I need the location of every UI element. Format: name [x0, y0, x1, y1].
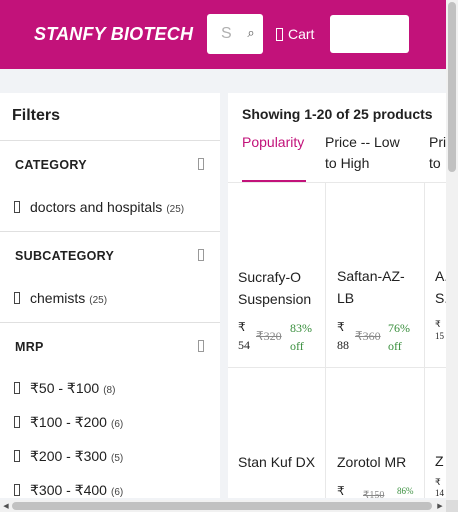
- sort-price-low-to-high[interactable]: Price -- Low to High: [325, 134, 400, 171]
- checkbox[interactable]: [14, 450, 20, 462]
- filters-panel: Filters CATEGORY doctors and hospitals (…: [0, 93, 220, 498]
- product-price: ₹: [337, 484, 345, 498]
- sort-popularity[interactable]: Popularity: [242, 134, 305, 150]
- filter-option-mrp-300-400[interactable]: ₹300 - ₹400 (6): [14, 482, 123, 498]
- product-name[interactable]: A... S...: [435, 268, 446, 306]
- product-mrp: ₹150: [363, 490, 385, 498]
- divider: [228, 182, 446, 183]
- chevron-up-icon[interactable]: [198, 158, 204, 170]
- product-price: ₹ 54: [238, 320, 250, 352]
- scroll-left-icon[interactable]: ◀: [3, 502, 9, 510]
- vertical-scrollbar-thumb[interactable]: [448, 2, 456, 172]
- filter-option-count: (25): [89, 295, 108, 306]
- filter-option-label: ₹100 - ₹200: [30, 414, 107, 430]
- filter-option-doctors-and-hospitals[interactable]: doctors and hospitals (25): [14, 199, 184, 215]
- chevron-up-icon[interactable]: [198, 249, 204, 261]
- filter-section-subcategory[interactable]: SUBCATEGORY: [15, 249, 115, 263]
- product-name[interactable]: Sucrafy-O Suspension: [238, 269, 312, 307]
- product-name[interactable]: Zorotol MR: [337, 454, 407, 470]
- divider: [424, 182, 425, 498]
- filter-option-mrp-200-300[interactable]: ₹200 - ₹300 (5): [14, 448, 123, 465]
- horizontal-scrollbar-thumb[interactable]: [12, 502, 432, 510]
- filter-section-category[interactable]: CATEGORY: [15, 158, 87, 172]
- filter-option-count: (6): [110, 487, 124, 498]
- filter-option-mrp-100-200[interactable]: ₹100 - ₹200 (6): [14, 414, 123, 431]
- filter-option-label: doctors and hospitals: [30, 199, 163, 215]
- filter-option-mrp-50-100[interactable]: ₹50 - ₹100 (8): [14, 380, 115, 397]
- divider: [0, 231, 220, 232]
- filter-option-label: ₹300 - ₹400: [30, 482, 107, 498]
- product-price: ₹ 14: [435, 477, 444, 498]
- filter-section-mrp[interactable]: MRP: [15, 340, 44, 354]
- product-name[interactable]: Saftan-AZ-LB: [337, 268, 405, 306]
- brand-logo[interactable]: STANFY BIOTECH: [34, 24, 194, 44]
- filter-option-count: (8): [103, 385, 116, 396]
- search-icon[interactable]: ⌕: [247, 26, 255, 41]
- results-count: Showing 1-20 of 25 products: [242, 106, 433, 122]
- divider: [0, 322, 220, 323]
- checkbox[interactable]: [14, 292, 20, 304]
- product-mrp: ₹320: [256, 329, 282, 343]
- product-discount: 86%: [397, 486, 414, 496]
- filter-option-label: ₹50 - ₹100: [30, 380, 100, 396]
- cart-label: Cart: [288, 26, 315, 42]
- search-input[interactable]: [207, 14, 243, 54]
- scroll-right-icon[interactable]: ▶: [437, 502, 443, 510]
- product-name[interactable]: Z: [435, 453, 444, 469]
- filter-option-chemists[interactable]: chemists (25): [14, 290, 107, 306]
- product-name[interactable]: Stan Kuf DX: [238, 454, 316, 470]
- product-price: ₹ 15: [435, 319, 444, 341]
- product-discount: 76% off: [388, 321, 410, 353]
- divider: [325, 182, 326, 498]
- search-box: ⌕: [207, 14, 263, 54]
- filter-option-label: ₹200 - ₹300: [30, 448, 107, 464]
- divider: [228, 367, 446, 368]
- cart-button[interactable]: Cart: [276, 26, 314, 42]
- checkbox[interactable]: [14, 201, 20, 213]
- filter-option-label: chemists: [30, 290, 86, 306]
- divider: [0, 140, 220, 141]
- cart-icon: [276, 27, 283, 41]
- sort-price-high-to-low[interactable]: Price -- High to: [429, 134, 446, 171]
- filter-option-count: (25): [166, 204, 185, 215]
- filter-option-count: (5): [110, 453, 124, 464]
- chevron-up-icon[interactable]: [198, 340, 204, 352]
- filters-title: Filters: [12, 107, 61, 124]
- products-panel: Showing 1-20 of 25 products Popularity P…: [228, 93, 446, 498]
- horizontal-scrollbar[interactable]: ◀ ▶: [0, 500, 446, 512]
- checkbox[interactable]: [14, 382, 20, 394]
- filter-option-count: (6): [110, 419, 124, 430]
- scrollbar-corner: [446, 500, 458, 512]
- active-sort-indicator: [242, 180, 306, 182]
- product-discount: 83% off: [290, 321, 312, 353]
- checkbox[interactable]: [14, 416, 20, 428]
- product-mrp: ₹360: [355, 329, 381, 343]
- product-price: ₹ 88: [337, 320, 349, 352]
- login-button[interactable]: [330, 15, 409, 53]
- vertical-scrollbar[interactable]: [446, 0, 458, 500]
- checkbox[interactable]: [14, 484, 20, 496]
- top-header: STANFY BIOTECH ⌕ Cart: [0, 0, 446, 69]
